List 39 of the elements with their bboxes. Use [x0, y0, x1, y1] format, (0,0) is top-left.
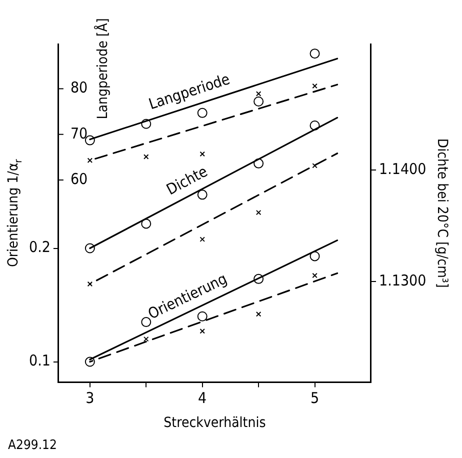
point: [144, 154, 149, 160]
x-axis-title: Streckverhältnis: [164, 415, 266, 432]
point: [200, 151, 205, 157]
x-tick-label: 4: [198, 389, 207, 408]
point: [200, 236, 205, 242]
point: [256, 91, 262, 96]
point: [141, 218, 152, 229]
y2-tick-label: 1.1300: [378, 272, 426, 290]
point: [87, 158, 93, 164]
y3-tick-label: 60: [70, 170, 88, 188]
y3-tick-label: 70: [70, 124, 88, 142]
y-axis-title: Orientierung 1/αr: [6, 158, 25, 268]
point: [254, 96, 264, 107]
x-tick-label: 3: [86, 389, 94, 408]
y-tick-label: 0.1: [29, 352, 50, 370]
point: [312, 272, 318, 278]
point: [254, 158, 264, 168]
y2-tick-label: 1.1400: [378, 160, 426, 178]
point: [141, 118, 152, 129]
point: [312, 83, 318, 89]
point: [310, 251, 320, 262]
y3-axis-title: Langperiode [Å]: [94, 18, 112, 120]
point: [310, 120, 320, 130]
x-tick-label: 5: [310, 389, 320, 408]
point: [87, 281, 93, 287]
point: [200, 328, 205, 334]
point: [84, 356, 95, 367]
point: [310, 48, 320, 59]
point: [84, 243, 95, 254]
point: [256, 311, 262, 317]
point: [144, 336, 149, 342]
y2-axis-title: Dichte bei 20°C [g/cm³]: [434, 138, 450, 288]
y3-tick-label: 80: [70, 78, 88, 97]
point: [256, 210, 262, 216]
text: A299.12: [8, 438, 57, 453]
point: [254, 274, 264, 284]
y-tick-label: 0.2: [29, 238, 50, 256]
point: [141, 317, 152, 328]
point: [312, 163, 318, 168]
